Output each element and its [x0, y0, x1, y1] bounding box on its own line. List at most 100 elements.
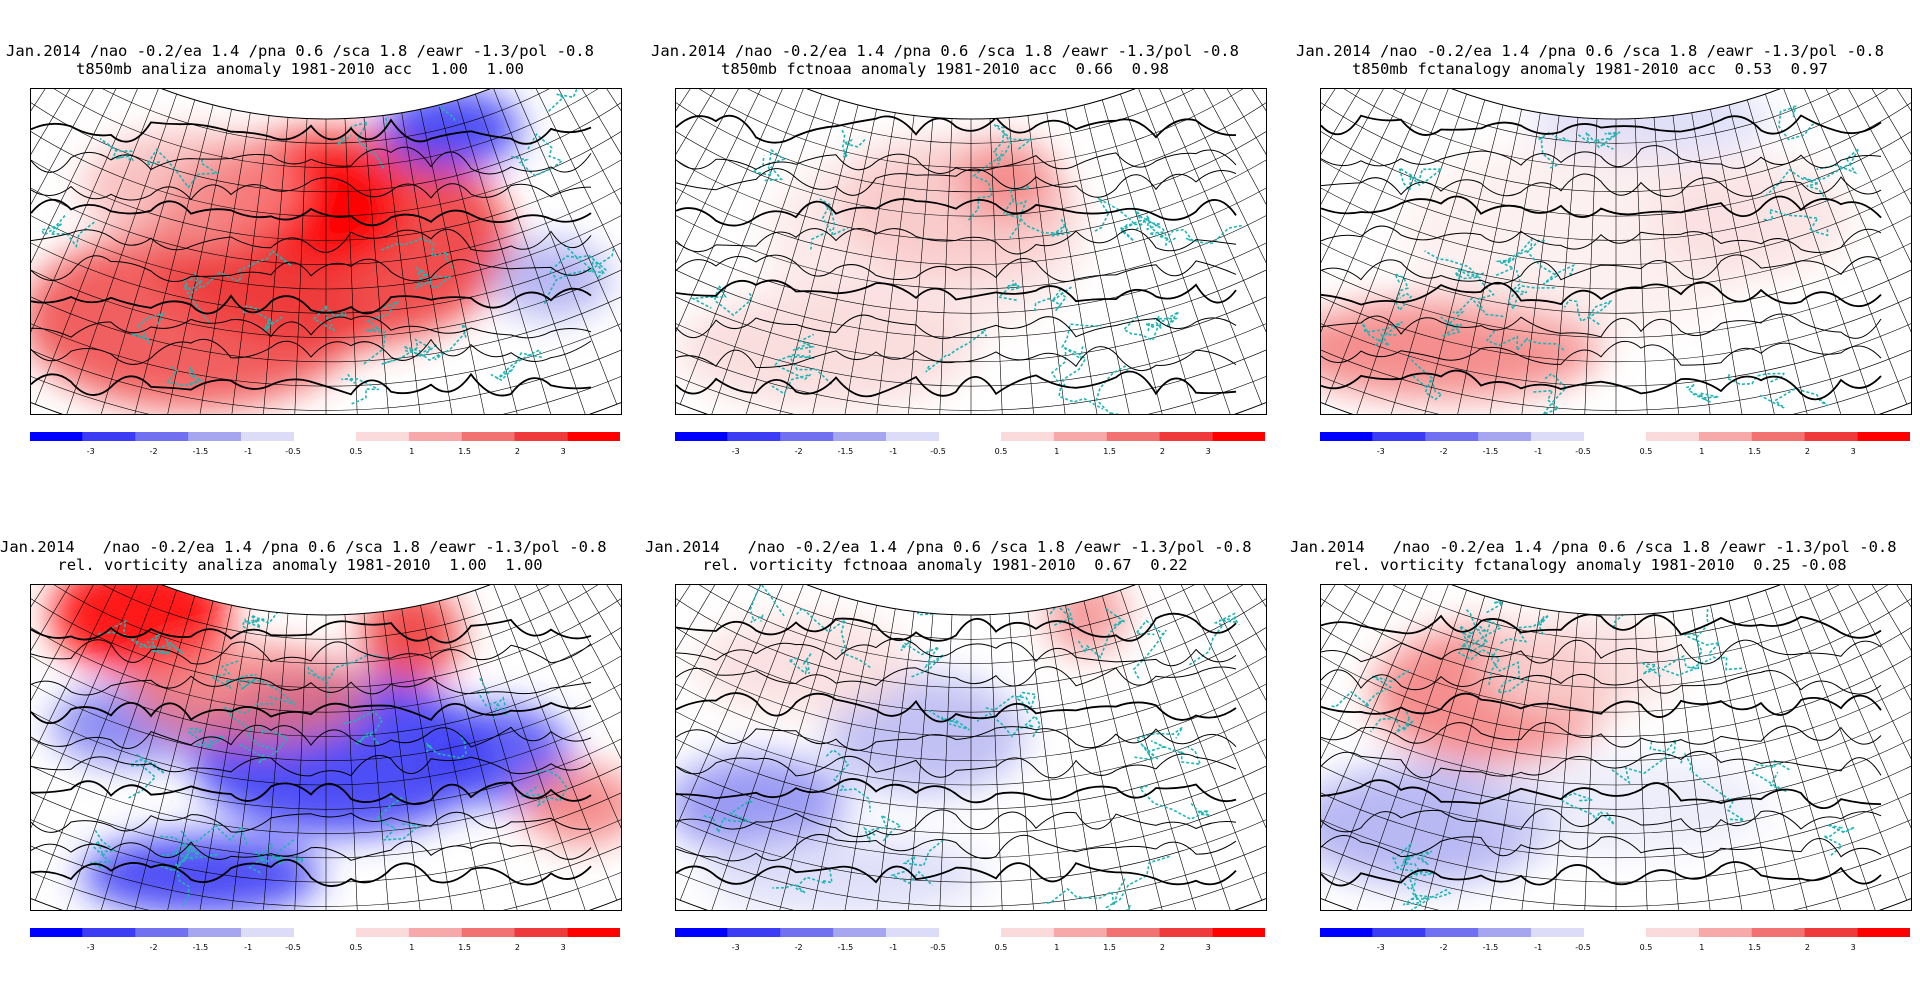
- colorbar-tick-label: 1.5: [1748, 447, 1761, 456]
- map-sector: [1321, 585, 1911, 910]
- contour-line: [1321, 779, 1882, 809]
- coastline: [241, 610, 279, 632]
- coastline: [1119, 206, 1176, 244]
- parallel-line: [31, 687, 621, 810]
- colorbar-tick-label: 3: [1206, 943, 1211, 952]
- colorbar-swatch-positive: [567, 432, 620, 441]
- parallel-line: [676, 726, 1266, 859]
- coastline: [1726, 372, 1785, 386]
- contour-line: [676, 692, 1237, 723]
- colorbar-swatch-negative: [1372, 432, 1426, 441]
- coastline: [186, 727, 224, 749]
- colorbar-swatch-negative: [886, 928, 939, 937]
- coastline: [202, 249, 292, 288]
- map-sector: [31, 585, 621, 910]
- meridian-line: [1321, 89, 1398, 363]
- contour-line: [676, 862, 1237, 886]
- meridian-line: [1321, 585, 1398, 859]
- coastline: [1134, 726, 1184, 761]
- contour-line: [31, 146, 592, 175]
- colorbar-tick-label: 1: [1054, 943, 1059, 952]
- parallel-line: [31, 230, 621, 363]
- colorbar-tick-label: 1.5: [1103, 943, 1116, 952]
- colorbar-swatch-negative: [727, 928, 781, 937]
- colorbar-swatch-positive: [461, 432, 515, 441]
- contour-line: [676, 114, 1237, 144]
- anomaly-area: [51, 585, 231, 675]
- coastline: [890, 839, 944, 886]
- meridian-line: [1189, 89, 1266, 363]
- colorbar-tick-label: -3: [87, 943, 95, 952]
- colorbar-swatch-positive: [1857, 432, 1910, 441]
- contour-line: [31, 287, 592, 315]
- meridian-line: [544, 89, 621, 363]
- colorbar-tick-label: -1.5: [193, 943, 209, 952]
- anomaly-map: [1321, 585, 1911, 910]
- coastline: [510, 133, 564, 177]
- coastline: [1681, 632, 1743, 671]
- coastline: [172, 845, 194, 906]
- coastline: [90, 829, 117, 869]
- panel-title-line1: Jan.2014 /nao -0.2/ea 1.4 /pna 0.6 /sca …: [651, 42, 1239, 60]
- colorbar-tick-label: 1.5: [1748, 943, 1761, 952]
- colorbar-tick-label: -1: [244, 943, 252, 952]
- contour-line: [31, 177, 592, 201]
- map-panel-t850-fctanalogy: Jan.2014 /nao -0.2/ea 1.4 /pna 0.6 /sca …: [1290, 0, 1912, 456]
- colorbar-swatch-positive: [1751, 928, 1805, 937]
- contour-line: [676, 346, 1237, 372]
- coastline: [976, 712, 1042, 738]
- coastline: [180, 822, 248, 845]
- colorbar-swatch-positive: [567, 928, 620, 937]
- coastline: [363, 300, 400, 365]
- contour-line: [676, 228, 1237, 255]
- parallel-line: [31, 707, 621, 834]
- contour-line: [31, 618, 592, 644]
- parallel-line: [1321, 667, 1911, 786]
- colorbar-tick-label: -1.5: [193, 447, 209, 456]
- parallel-line: [31, 647, 621, 761]
- coastline: [1537, 131, 1570, 169]
- parallel-line: [1321, 726, 1911, 859]
- meridian-line: [1189, 585, 1266, 859]
- parallel-line: [31, 92, 621, 193]
- colorbar-swatch-negative: [30, 928, 83, 937]
- contour-line: [1321, 669, 1882, 695]
- coastline: [1778, 105, 1819, 141]
- meridian-line: [544, 585, 621, 859]
- colorbar-tick-label: -1: [1534, 943, 1542, 952]
- coastline: [1533, 372, 1568, 414]
- contour-line: [31, 228, 592, 253]
- contour-line: [31, 639, 592, 665]
- coastline: [1577, 131, 1621, 150]
- meridian-line: [31, 585, 108, 859]
- colorbar-tick-label: -3: [1377, 447, 1385, 456]
- colorbar-tick-label: -0.5: [285, 943, 301, 952]
- colorbar-swatch-negative: [1320, 928, 1373, 937]
- coastline: [1823, 824, 1855, 857]
- colorbar-swatch-positive: [1053, 928, 1107, 937]
- coastline: [772, 868, 833, 894]
- parallel-line: [1321, 92, 1911, 193]
- colorbar-tick-label: -1: [889, 943, 897, 952]
- coastline: [1398, 166, 1444, 193]
- meridian-line: [31, 89, 75, 329]
- coastline: [381, 338, 438, 365]
- colorbar-svg: -3 -2 -1.5 -1 -0.5 0.5 1 1.5 2 3: [1320, 432, 1910, 456]
- colorbar-tick-label: 1: [1699, 943, 1704, 952]
- contour-line: [676, 198, 1237, 227]
- parallel-line: [1321, 191, 1911, 314]
- contour-line: [1321, 808, 1882, 833]
- contour-line: [1321, 313, 1882, 339]
- colorbar-tick-label: -2: [795, 447, 803, 456]
- colorbar: -3 -2 -1.5 -1 -0.5 0.5 1 1.5 2 3: [30, 928, 620, 958]
- coastline: [40, 214, 95, 249]
- colorbar-swatch-positive: [1646, 432, 1699, 441]
- contour-line: [1321, 861, 1882, 887]
- meridian-line: [676, 89, 736, 347]
- contour-line: [676, 666, 1237, 687]
- anomaly-area: [1471, 755, 1771, 855]
- panel-title-line1: Jan.2014 /nao -0.2/ea 1.4 /pna 0.6 /sca …: [645, 538, 1252, 556]
- meridian-line: [1321, 89, 1365, 329]
- meridian-line: [31, 585, 75, 825]
- coastline: [810, 198, 849, 250]
